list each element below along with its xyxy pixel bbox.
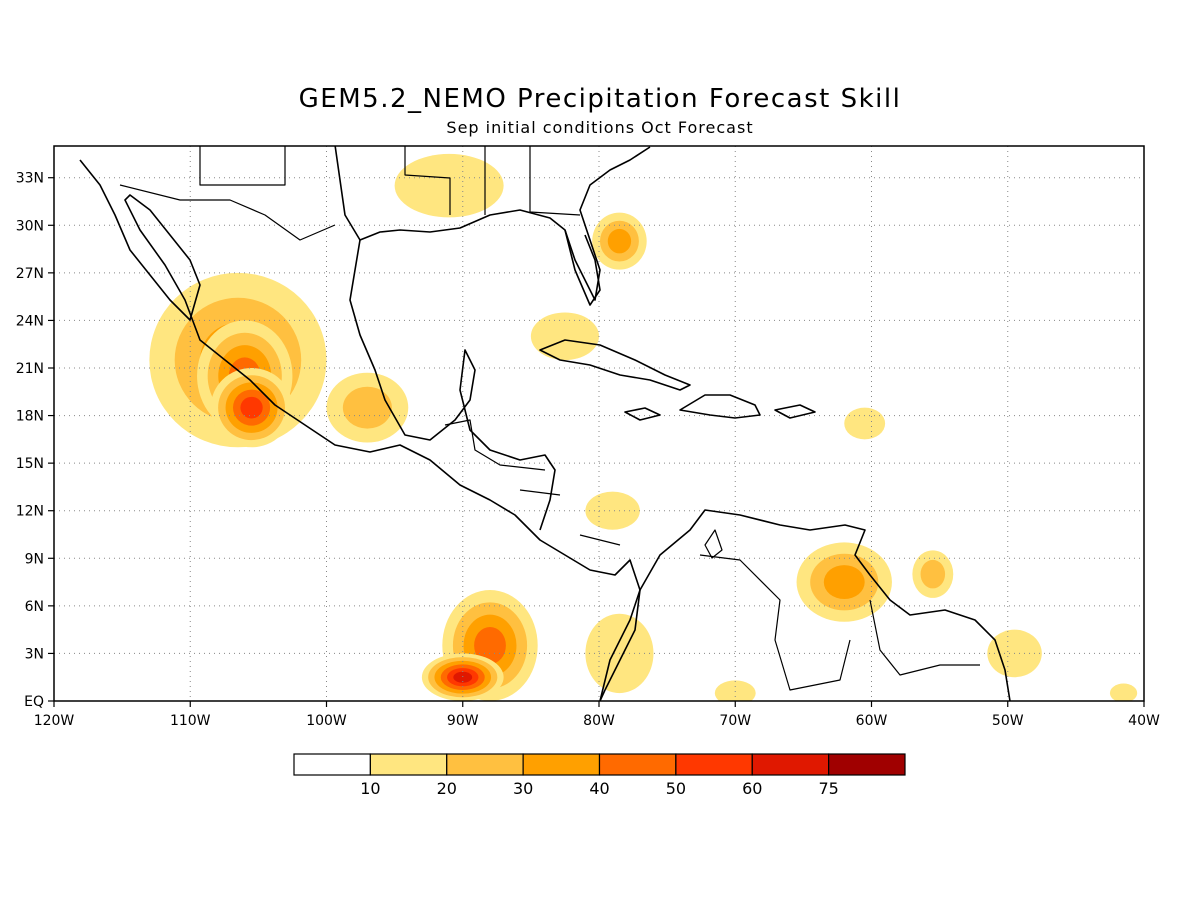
- colorbar-label: 30: [513, 779, 533, 798]
- skill-shading-layer: [149, 153, 1138, 701]
- skill-region-brazil-east-level-1: [1109, 683, 1138, 701]
- y-tick-label: 21N: [16, 361, 44, 377]
- coastline-florida: [564, 229, 601, 306]
- y-tick-label: 12N: [16, 504, 44, 520]
- colorbar: 10 20 30 40 50 60 75: [293, 753, 906, 798]
- skill-region-ecuador-coast-level-1: [714, 680, 756, 701]
- colorbar-swatch: [751, 753, 830, 776]
- skill-region-suriname-east-level-2: [920, 559, 946, 589]
- y-tick-label: 9N: [25, 551, 44, 567]
- coastline-hispaniola: [679, 394, 761, 419]
- border-us-mexico: [119, 184, 336, 241]
- x-tick-label: 120W: [34, 713, 75, 729]
- skill-region-antilles-east-level-1: [844, 407, 886, 440]
- coastline-puerto-rico: [774, 404, 816, 419]
- skill-region-mexico-gulf-south-level-2: [342, 386, 392, 429]
- x-tick-label: 100W: [306, 713, 347, 729]
- coastlines-layer: [79, 146, 1011, 701]
- y-tick-label: EQ: [24, 694, 44, 710]
- coastline-jamaica: [624, 407, 661, 421]
- colorbar-swatch: [598, 753, 677, 776]
- colorbar-swatch: [675, 753, 753, 776]
- y-tick-label: 24N: [16, 313, 44, 329]
- colorbar-swatch: [446, 753, 524, 776]
- colorbar-label: 75: [818, 779, 838, 798]
- x-tick-label: 40W: [1128, 713, 1160, 729]
- colorbar-label: 60: [742, 779, 762, 798]
- x-tick-label: 90W: [447, 713, 479, 729]
- x-tick-label: 80W: [583, 713, 615, 729]
- skill-region-venezuela-guyana-level-3: [823, 565, 865, 600]
- skill-region-west-mexico-box-level-5: [240, 396, 263, 419]
- x-tick-label: 60W: [856, 713, 888, 729]
- border-us-states: [199, 146, 581, 216]
- map-subtitle: Sep initial conditions Oct Forecast: [446, 118, 754, 137]
- latitude-axis: EQ 3N 6N 9N 12N 15N 18N 21N 24N 27N 30N 33N: [16, 171, 54, 710]
- y-tick-label: 18N: [16, 409, 44, 425]
- x-tick-label: 110W: [170, 713, 211, 729]
- coastline-south-america: [599, 509, 1011, 701]
- colorbar-label: 20: [437, 779, 457, 798]
- colorbar-swatch: [522, 753, 601, 776]
- border-south-america: [699, 554, 980, 691]
- coastline-cuba: [539, 339, 691, 391]
- border-central-america: [444, 419, 621, 546]
- colorbar-label: 40: [589, 779, 609, 798]
- y-tick-label: 6N: [25, 599, 44, 615]
- skill-region-caribbean-central-level-1: [585, 491, 640, 530]
- coastline-mexico-east: [349, 239, 556, 531]
- y-tick-label: 33N: [16, 171, 44, 187]
- longitude-axis: 120W 110W 100W 90W 80W 70W 60W 50W 40W: [34, 701, 1160, 729]
- x-tick-label: 50W: [992, 713, 1024, 729]
- coastline-pacific-mexico: [79, 159, 641, 701]
- colorbar-swatch: [369, 753, 448, 776]
- skill-region-atlantic-off-florida-level-3: [607, 228, 632, 254]
- skill-region-cuba-west-level-1: [530, 312, 599, 361]
- skill-region-pacific-colombia-core-level-6: [453, 671, 473, 683]
- skill-region-pacific-colombia-level-4: [474, 627, 506, 664]
- y-tick-label: 3N: [25, 646, 44, 662]
- x-tick-label: 70W: [719, 713, 751, 729]
- colorbar-swatch: [293, 753, 371, 776]
- colorbar-label: 50: [666, 779, 686, 798]
- skill-region-gulf-coast-us-level-1: [394, 153, 504, 218]
- y-tick-label: 15N: [16, 456, 44, 472]
- map-title: GEM5.2_NEMO Precipitation Forecast Skill: [298, 84, 902, 114]
- colorbar-label: 10: [360, 779, 380, 798]
- y-tick-label: 30N: [16, 218, 44, 234]
- lake-maracaibo: [704, 529, 723, 559]
- y-tick-label: 27N: [16, 266, 44, 282]
- colorbar-swatch: [828, 753, 906, 776]
